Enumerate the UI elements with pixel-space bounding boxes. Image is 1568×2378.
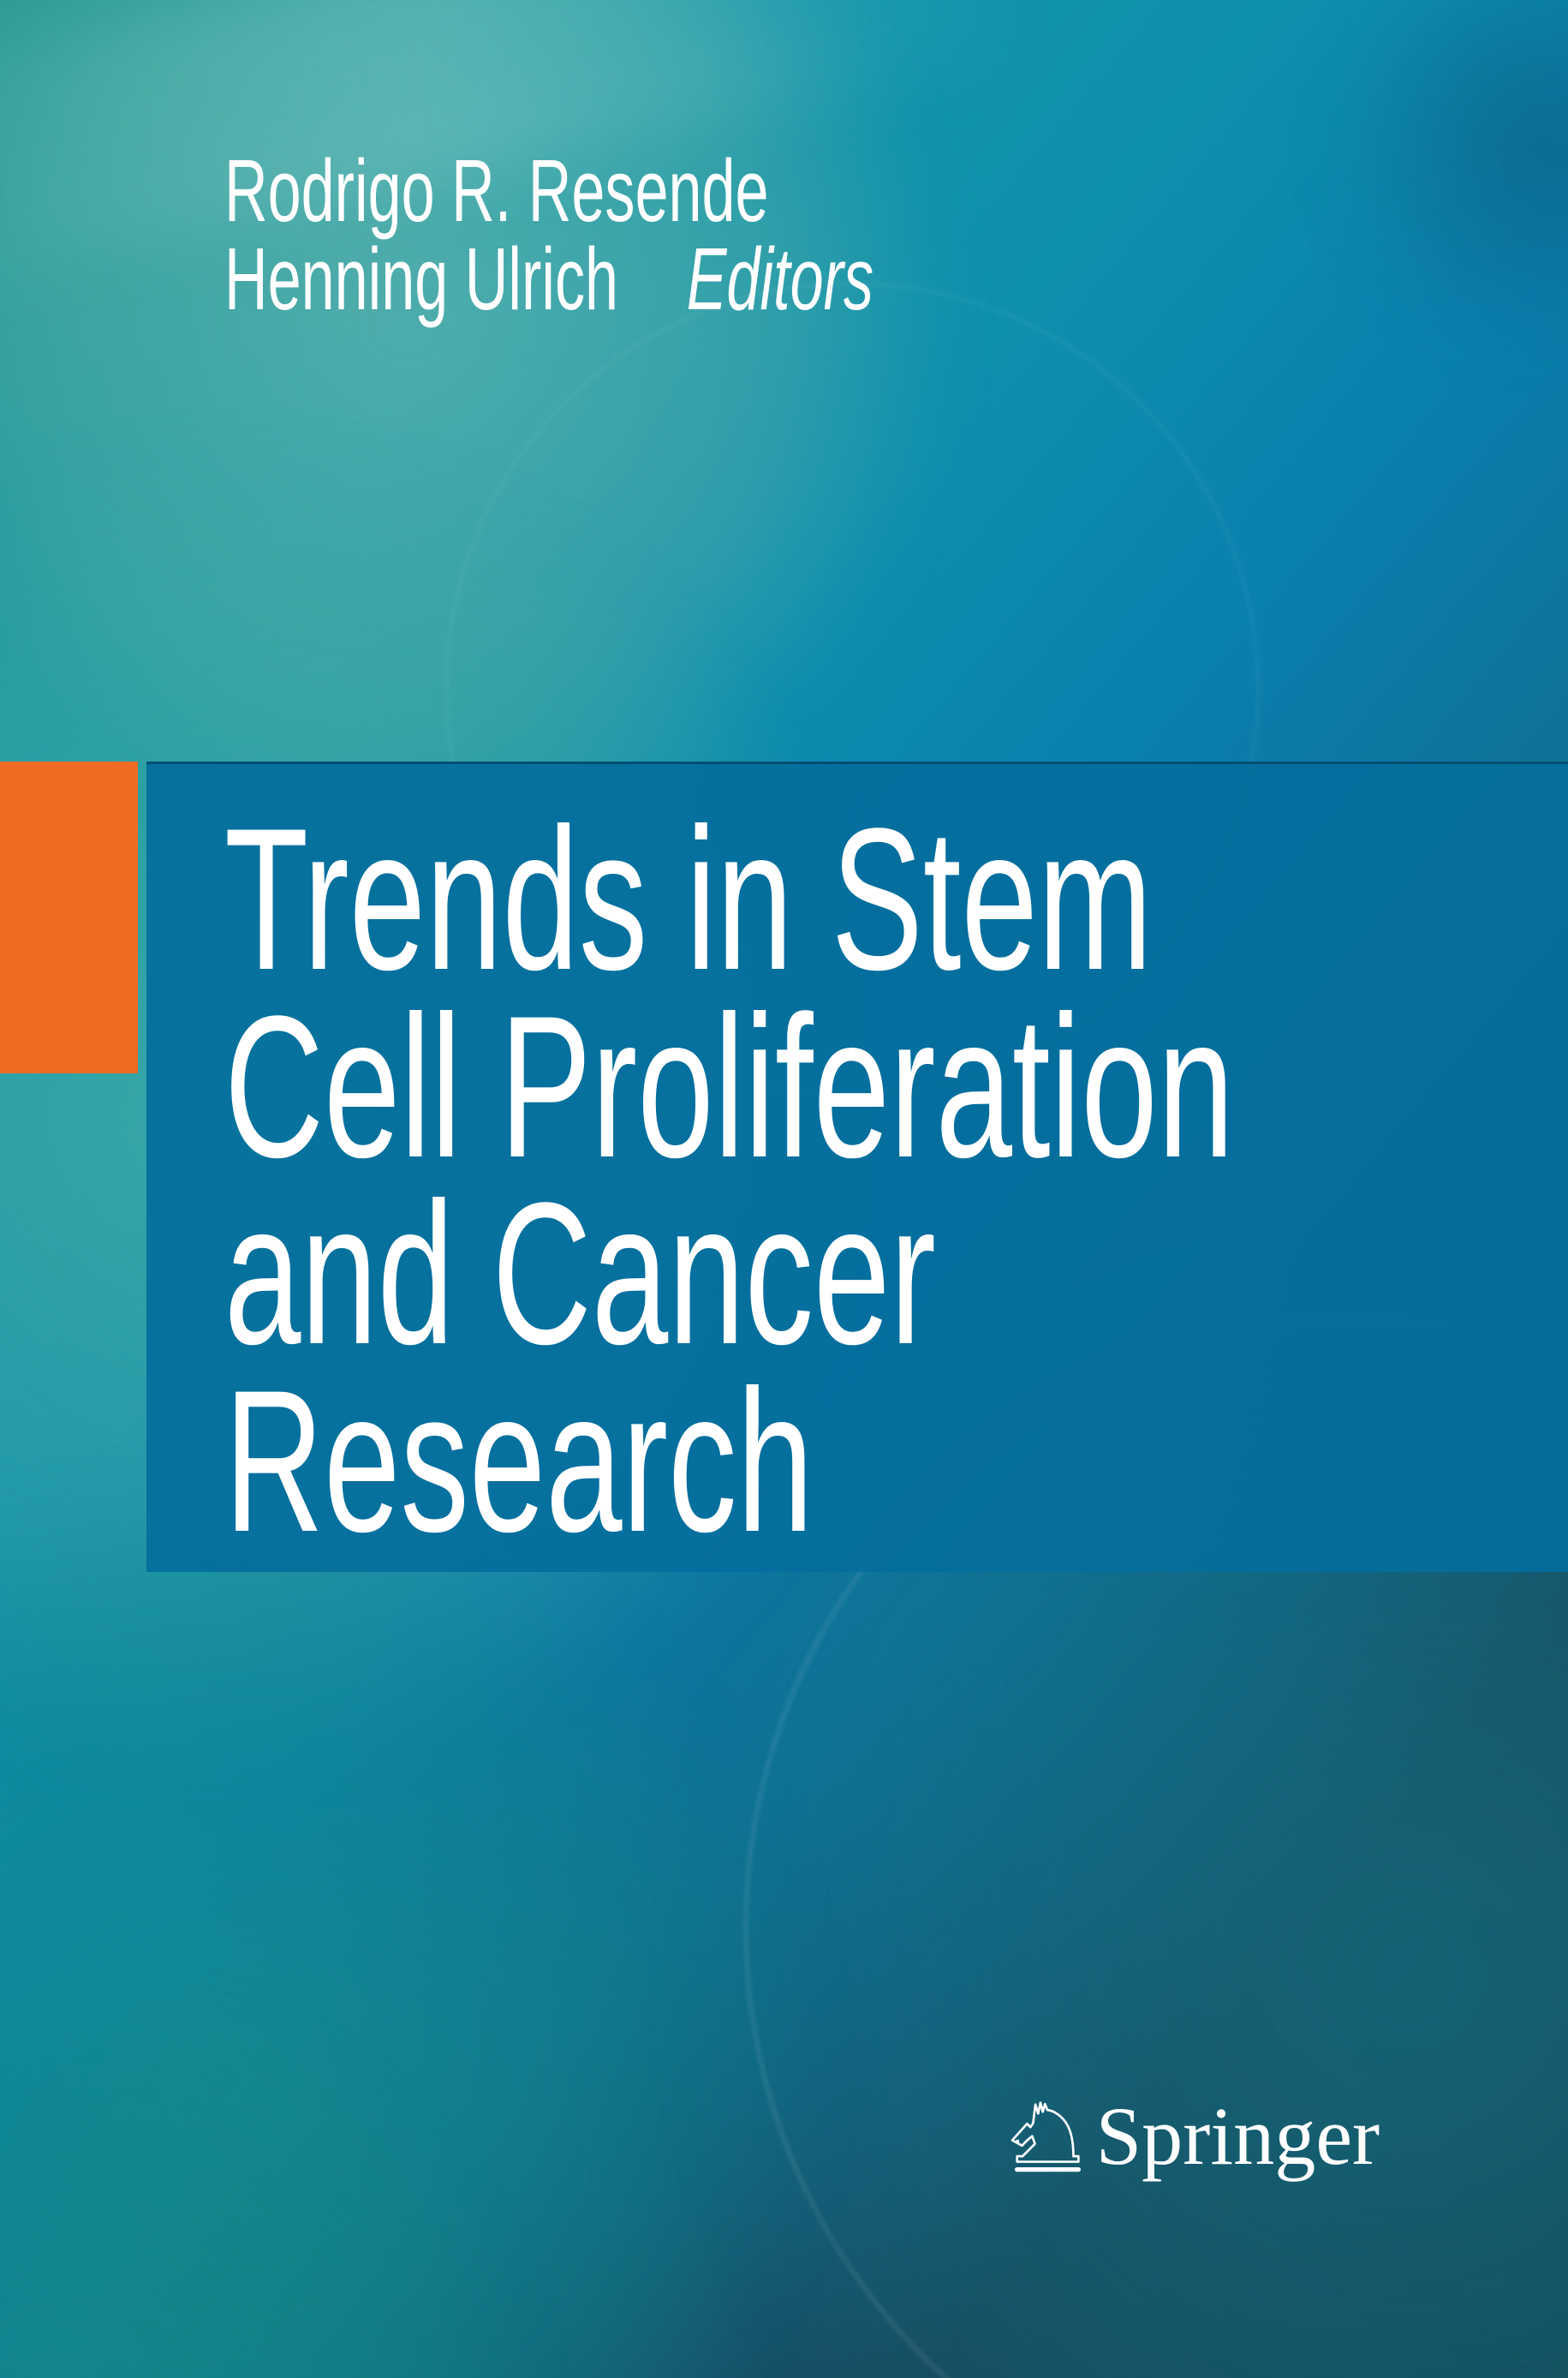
svg-text:Springer: Springer: [1096, 2095, 1380, 2182]
